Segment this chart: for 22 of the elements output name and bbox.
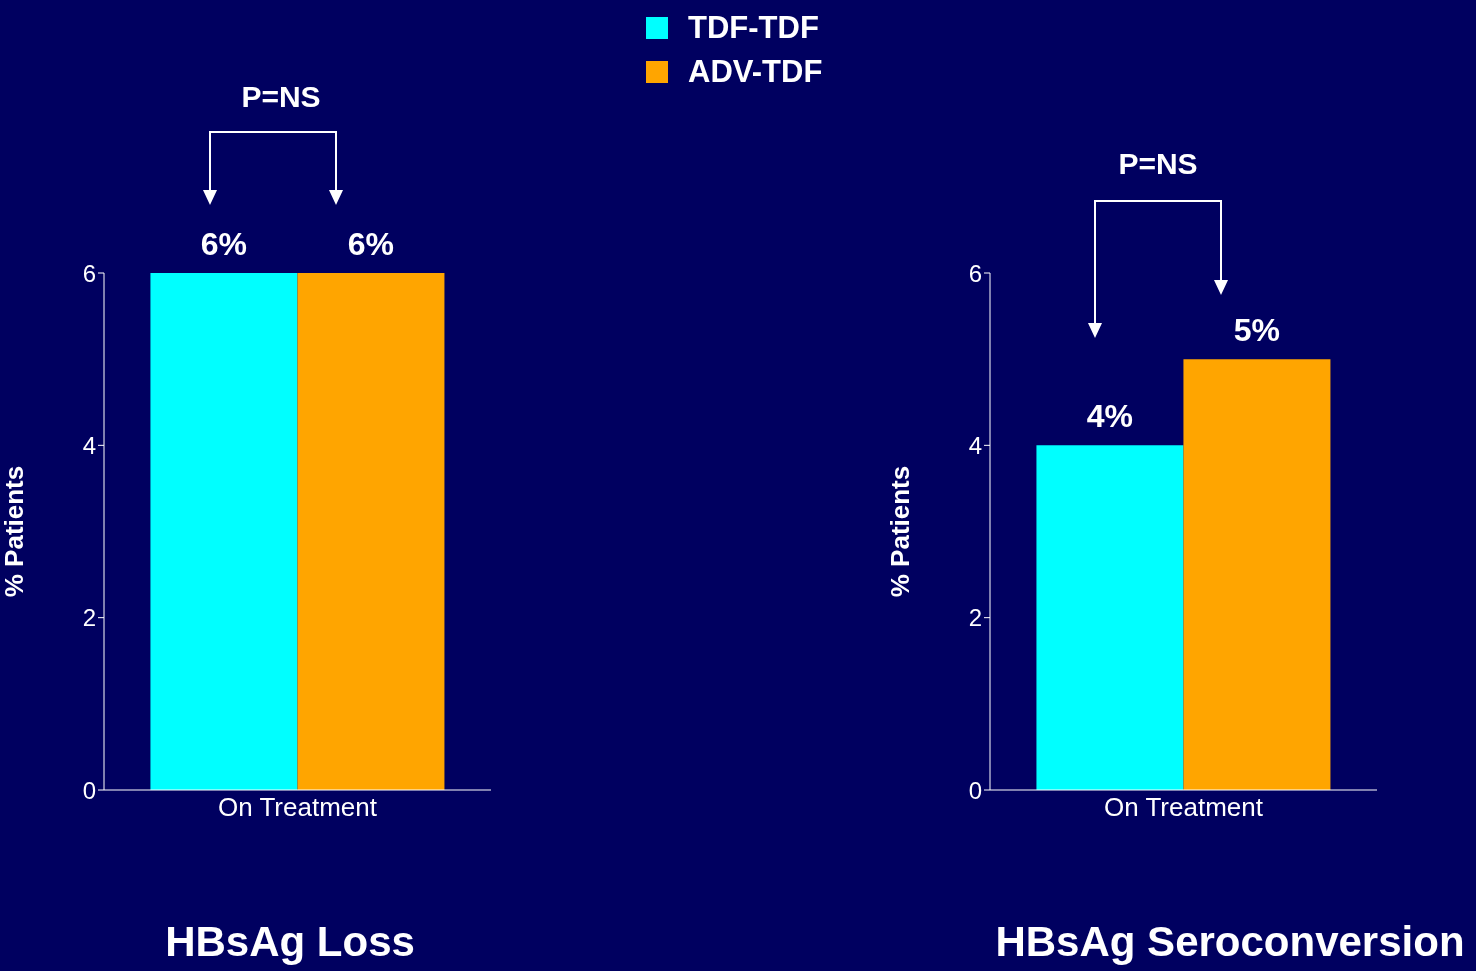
y-axis-title: % Patients bbox=[885, 465, 916, 598]
y-tick-label: 0 bbox=[82, 776, 96, 804]
legend-label: TDF-TDF bbox=[688, 10, 819, 46]
x-tick-label: On Treatment bbox=[218, 792, 378, 823]
y-tick-label: 2 bbox=[82, 604, 96, 632]
x-tick-label: On Treatment bbox=[1104, 792, 1264, 823]
data-label: 5% bbox=[1233, 312, 1281, 349]
y-tick-label: 4 bbox=[82, 431, 96, 459]
y-axis-title: % Patients bbox=[0, 465, 30, 598]
text: P=NS bbox=[1117, 147, 1199, 181]
y-tick-label: 0 bbox=[968, 776, 982, 804]
y-tick-label: 4 bbox=[968, 431, 982, 459]
text: HBsAg Loss bbox=[164, 918, 416, 966]
y-tick-label: 6 bbox=[82, 259, 96, 287]
data-label: 6% bbox=[200, 226, 248, 262]
text: HBsAg Seroconversion bbox=[994, 918, 1466, 966]
data-label: 4% bbox=[1086, 398, 1134, 435]
data-label: 6% bbox=[347, 226, 395, 262]
text: P=NS bbox=[240, 80, 322, 114]
y-tick-label: 2 bbox=[968, 604, 982, 632]
y-tick-label: 6 bbox=[968, 259, 982, 287]
legend-label: ADV-TDF bbox=[688, 54, 823, 90]
